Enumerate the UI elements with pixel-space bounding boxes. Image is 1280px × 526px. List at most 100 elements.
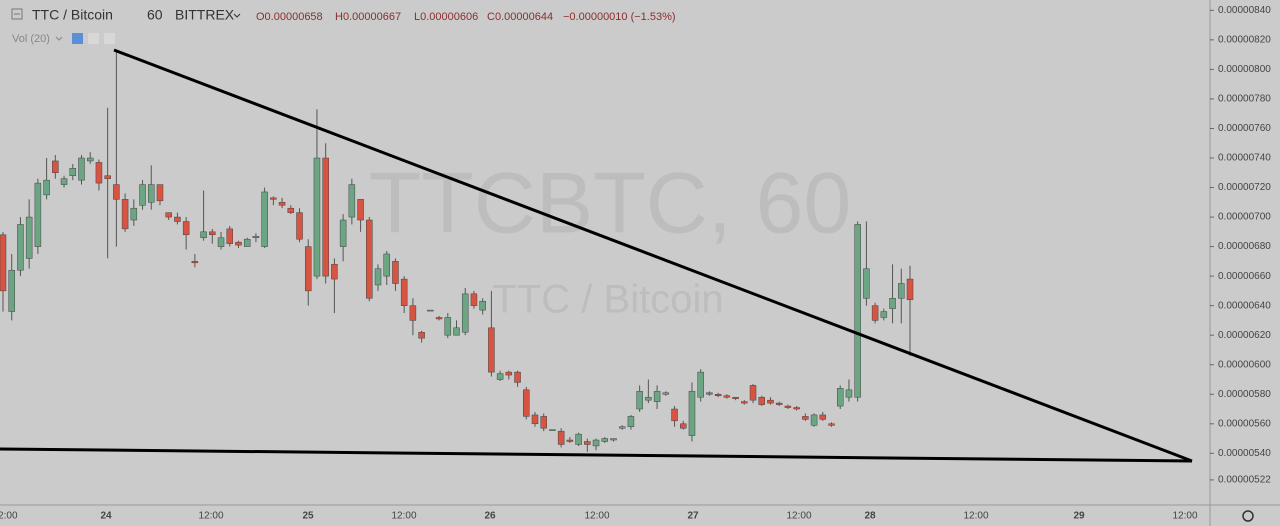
candle-body: [836, 388, 844, 407]
candle-body: [680, 423, 687, 429]
y-tick-label: 0.00000522: [1218, 475, 1271, 486]
x-tick-label: 29: [1073, 511, 1085, 522]
candle-body: [732, 396, 739, 399]
watermark-main: TTCBTC, 60: [369, 156, 852, 252]
candle-body: [139, 184, 146, 206]
candle-body: [714, 394, 722, 396]
y-tick-label: 0.00000580: [1218, 389, 1271, 400]
candle-body: [191, 261, 199, 264]
candle-body: [889, 298, 896, 309]
candle-body: [461, 293, 469, 333]
candle-body: [296, 212, 303, 240]
candle-body: [549, 429, 556, 431]
candle-body: [427, 309, 434, 312]
candle-body: [25, 216, 33, 259]
hide-button[interactable]: [72, 33, 83, 44]
candle-body: [802, 416, 809, 420]
y-tick-label: 0.00000760: [1218, 123, 1271, 134]
candle-body: [243, 238, 251, 247]
watermark-sub: TTC / Bitcoin: [492, 278, 723, 322]
candle-body: [348, 184, 356, 218]
x-tick-label: 27: [687, 511, 699, 522]
candle-body: [653, 391, 661, 402]
candle-body: [767, 399, 774, 404]
interval[interactable]: 60: [147, 7, 163, 23]
candle-body: [505, 371, 513, 376]
dropdown-icon: [233, 13, 241, 18]
candle-body: [496, 373, 504, 380]
candle-body: [331, 264, 338, 280]
candle-body: [392, 261, 399, 284]
candle-body: [43, 179, 50, 196]
candle-body: [121, 199, 129, 230]
candle-body: [383, 253, 390, 277]
candle-body: [95, 162, 103, 184]
candle-body: [819, 414, 827, 420]
candle-body: [645, 396, 652, 401]
candle-body: [784, 405, 792, 408]
candle-body: [453, 327, 460, 336]
candle-body: [514, 371, 521, 383]
candle-body: [86, 157, 94, 162]
candle-body: [880, 311, 888, 318]
remove-button[interactable]: [104, 33, 115, 44]
y-tick-label: 0.00000840: [1218, 5, 1271, 16]
candle-body: [584, 441, 591, 445]
symbol[interactable]: TTC / Bitcoin: [32, 7, 113, 23]
dropdown-icon: [55, 36, 63, 41]
ohlc-open: O0.00000658: [256, 11, 323, 23]
exchange[interactable]: BITTREX: [175, 7, 235, 23]
candle-body: [252, 236, 260, 238]
settings-icon[interactable]: [1242, 510, 1254, 522]
candle-body: [52, 160, 59, 174]
candle-body: [78, 157, 85, 181]
x-tick-label: 26: [484, 511, 496, 522]
x-tick-label: 12:00: [198, 511, 223, 522]
y-tick-label: 0.00000660: [1218, 271, 1271, 282]
candle-body: [566, 439, 574, 442]
y-tick-label: 0.00000620: [1218, 330, 1271, 341]
candle-body: [627, 416, 635, 427]
candle-body: [636, 391, 643, 410]
candle-body: [898, 283, 905, 299]
candle-body: [758, 396, 765, 405]
candle-body: [601, 438, 609, 442]
candle-body: [618, 426, 626, 429]
candle-body: [775, 402, 783, 405]
candle-body: [8, 269, 15, 312]
candle-body: [575, 433, 582, 445]
candle-body: [854, 224, 861, 398]
candle-body: [523, 389, 530, 417]
x-tick-label: 12:00: [0, 511, 18, 522]
candle-body: [174, 216, 181, 222]
candle-body: [723, 395, 731, 398]
candle-body: [671, 408, 678, 422]
trendline: [113, 48, 1193, 463]
candle-body: [697, 371, 704, 398]
x-tick-label: 12:00: [584, 511, 609, 522]
y-tick-label: 0.00000780: [1218, 94, 1271, 105]
candle-body: [374, 268, 382, 286]
candles: [0, 50, 914, 452]
volume-label[interactable]: Vol (20): [12, 33, 50, 45]
candle-body: [278, 202, 286, 206]
candle-body: [863, 268, 870, 299]
candle-body: [470, 293, 478, 306]
candle-body: [418, 331, 425, 339]
candle-body: [226, 228, 233, 244]
candle-body: [479, 300, 486, 311]
x-tick-label: 12:00: [963, 511, 988, 522]
candle-body: [104, 175, 111, 179]
candle-body: [34, 182, 42, 247]
collapse-button[interactable]: [11, 8, 23, 20]
x-tick-label: 24: [100, 511, 112, 522]
candle-body: [871, 305, 879, 321]
candle-body: [339, 219, 347, 247]
candle-body: [113, 184, 120, 200]
candle-body: [182, 221, 190, 236]
candle-body: [810, 414, 818, 426]
x-tick-label: 28: [864, 511, 876, 522]
trendline: [0, 447, 1193, 463]
settings-button[interactable]: [88, 33, 99, 44]
